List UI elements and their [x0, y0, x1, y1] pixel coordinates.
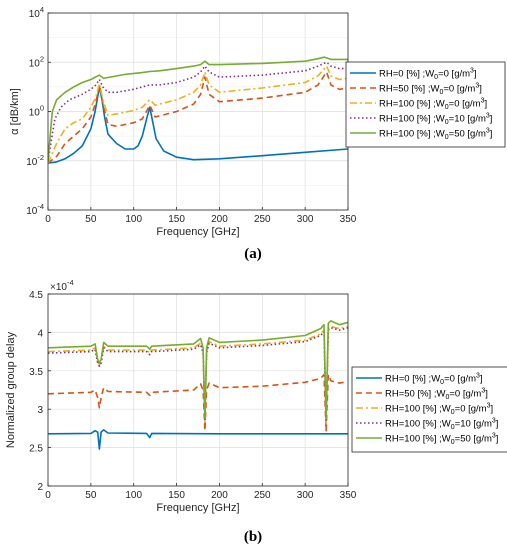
x-tick-label: 300 [297, 214, 314, 225]
series-line-3 [48, 65, 348, 164]
y-tick-label: 2 [37, 482, 43, 493]
x-tick-label: 350 [340, 214, 357, 225]
y-tick-label: 3 [37, 405, 43, 416]
x-tick-label: 0 [45, 214, 51, 225]
legend-entry: RH=0 [%] ;W0=0 [g/m3] [385, 373, 483, 387]
x-tick-label: 250 [254, 490, 271, 501]
panel-label-b: (b) [244, 529, 262, 545]
series-line-5 [48, 320, 348, 420]
y-tick-label: 2.5 [29, 444, 43, 455]
series-line-5 [48, 56, 348, 161]
x-axis-label: Frequency [GHz] [156, 226, 239, 238]
y-tick-label: 102 [29, 54, 44, 69]
panel-label-a: (a) [244, 246, 262, 262]
x-axis-label: Frequency [GHz] [156, 502, 239, 514]
x-tick-label: 50 [85, 214, 97, 225]
series-line-2 [48, 71, 348, 164]
legend-entry: RH=100 [%] ;W0=50 [g/m3] [379, 128, 492, 142]
y-multiplier-label: ×10-4 [50, 278, 74, 293]
x-tick-label: 150 [168, 490, 185, 501]
y-axis-label: Normalized group delay [5, 331, 17, 448]
y-tick-label: 10-4 [26, 202, 44, 217]
plot-frame [47, 293, 349, 487]
y-tick-label: 4 [37, 328, 43, 339]
series-line-1 [48, 86, 348, 164]
legend: RH=0 [%] ;W0=0 [g/m3]RH=50 [%] ;W0=0 [g/… [351, 366, 507, 453]
series-line-4 [48, 61, 348, 161]
y-tick-label: 10-2 [26, 153, 44, 168]
x-tick-label: 250 [254, 214, 271, 225]
legend-entry: RH=0 [%] ;W0=0 [g/m3] [379, 68, 477, 82]
y-tick-label: 4.5 [29, 290, 43, 301]
legend-entry: RH=100 [%] ;W0=0 [g/m3] [385, 403, 493, 417]
x-tick-label: 0 [45, 490, 51, 501]
legend-entry: RH=100 [%] ;W0=10 [g/m3] [385, 418, 498, 432]
legend: RH=0 [%] ;W0=0 [g/m3]RH=50 [%] ;W0=0 [g/… [345, 61, 506, 148]
legend-entry: RH=50 [%] ;W0=0 [g/m3] [379, 83, 482, 97]
y-tick-label: 104 [29, 5, 44, 20]
x-tick-label: 100 [125, 490, 142, 501]
legend-entry: RH=100 [%] ;W0=10 [g/m3] [379, 113, 492, 127]
y-tick-label: 3.5 [29, 367, 43, 378]
series-line-1 [48, 429, 348, 450]
x-tick-label: 200 [211, 490, 228, 501]
chart-panel-a: 0 50 100 150 200 250 300 350 10-4 10-2 100 102 104 Fr… [9, 5, 506, 238]
y-tick-label: 100 [29, 104, 44, 119]
legend-entry: RH=100 [%] ;W0=50 [g/m3] [385, 433, 498, 447]
chart-panel-b: 0 50 100 150 200 250 300 350 2 2.5 3 3.5 4 4.5 Frequen… [5, 278, 507, 514]
y-axis-label: α [dB/km] [9, 88, 21, 135]
x-tick-label: 100 [125, 214, 142, 225]
x-tick-label: 50 [85, 490, 97, 501]
x-tick-label: 200 [211, 214, 228, 225]
x-tick-label: 150 [168, 214, 185, 225]
legend-entry: RH=50 [%] ;W0=0 [g/m3] [385, 388, 488, 402]
plot-area [48, 294, 348, 486]
x-tick-label: 300 [297, 490, 314, 501]
legend-entry: RH=100 [%] ;W0=0 [g/m3] [379, 98, 487, 112]
x-tick-label: 350 [340, 490, 357, 501]
